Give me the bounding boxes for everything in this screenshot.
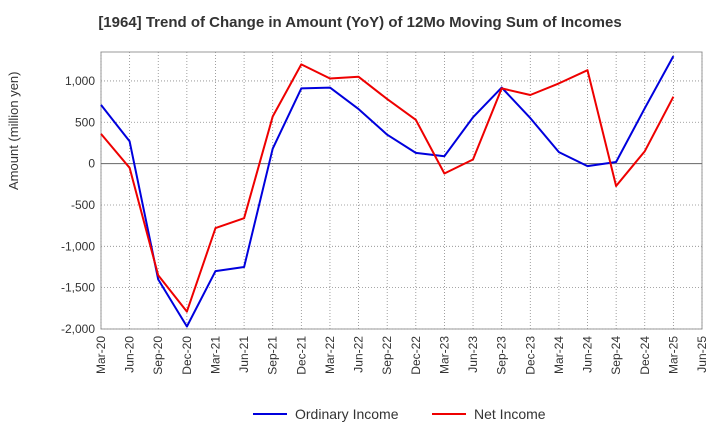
x-tick-label: Jun-20 [123, 336, 137, 373]
legend-label-ordinary-income: Ordinary Income [295, 406, 399, 422]
y-tick-labels: -2,000 -1,500 -1,000 -500 0 500 1,000 [61, 74, 95, 336]
x-tick-label: Dec-24 [638, 336, 652, 375]
x-tick-label: Sep-23 [495, 336, 509, 375]
legend-swatch-net-income [432, 413, 466, 415]
series-lines [100, 55, 675, 328]
y-tick-label: -500 [71, 198, 95, 212]
x-tick-label: Mar-25 [666, 336, 680, 374]
x-tick-label: Sep-22 [380, 336, 394, 375]
x-tick-label: Mar-21 [208, 336, 222, 374]
x-tick-label: Mar-24 [552, 336, 566, 374]
x-tick-label: Dec-22 [409, 336, 423, 375]
y-tick-label: 500 [75, 115, 95, 129]
grid-lines [100, 51, 703, 330]
x-tick-label: Jun-21 [237, 336, 251, 373]
x-tick-label: Sep-21 [266, 336, 280, 375]
x-tick-label: Sep-24 [609, 336, 623, 375]
y-tick-label: 1,000 [65, 74, 95, 88]
legend-swatch-ordinary-income [253, 413, 287, 415]
x-tick-label: Jun-22 [352, 336, 366, 373]
y-tick-label: 0 [88, 157, 95, 171]
x-tick-label: Sep-20 [151, 336, 165, 375]
x-tick-label: Jun-24 [581, 336, 595, 373]
x-tick-label: Jun-23 [466, 336, 480, 373]
legend-item-ordinary-income: Ordinary Income [253, 406, 398, 422]
x-tick-label: Mar-22 [323, 336, 337, 374]
x-tick-label: Dec-23 [523, 336, 537, 375]
x-tick-labels: Mar-20 Jun-20 Sep-20 Dec-20 Mar-21 Jun-21 Sep-… [94, 336, 709, 375]
x-tick-label: Dec-21 [294, 336, 308, 375]
y-tick-label: -1,500 [61, 281, 95, 295]
x-tick-label: Dec-20 [180, 336, 194, 375]
legend-label-net-income: Net Income [474, 406, 546, 422]
y-tick-label: -2,000 [61, 322, 95, 336]
y-axis-label: Amount (million yen) [6, 71, 21, 191]
x-tick-label: Mar-20 [94, 336, 108, 374]
y-tick-label: -1,000 [61, 239, 95, 253]
chart-title: [1964] Trend of Change in Amount (YoY) o… [98, 14, 622, 31]
x-tick-label: Mar-23 [437, 336, 451, 374]
legend-item-net-income: Net Income [432, 406, 546, 422]
x-tick-label: Jun-25 [695, 336, 709, 373]
